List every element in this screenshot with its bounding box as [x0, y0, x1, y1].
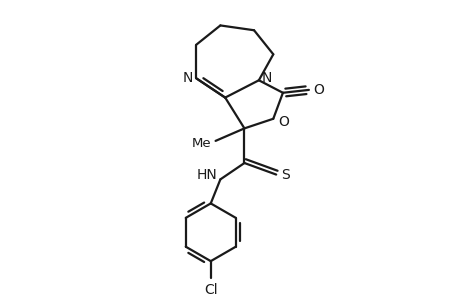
Text: O: O	[278, 115, 288, 129]
Text: S: S	[280, 168, 289, 182]
Text: N: N	[183, 71, 193, 85]
Text: HN: HN	[196, 168, 217, 182]
Text: N: N	[261, 71, 272, 85]
Text: Cl: Cl	[203, 283, 217, 297]
Text: O: O	[313, 83, 324, 97]
Text: Me: Me	[192, 137, 211, 150]
